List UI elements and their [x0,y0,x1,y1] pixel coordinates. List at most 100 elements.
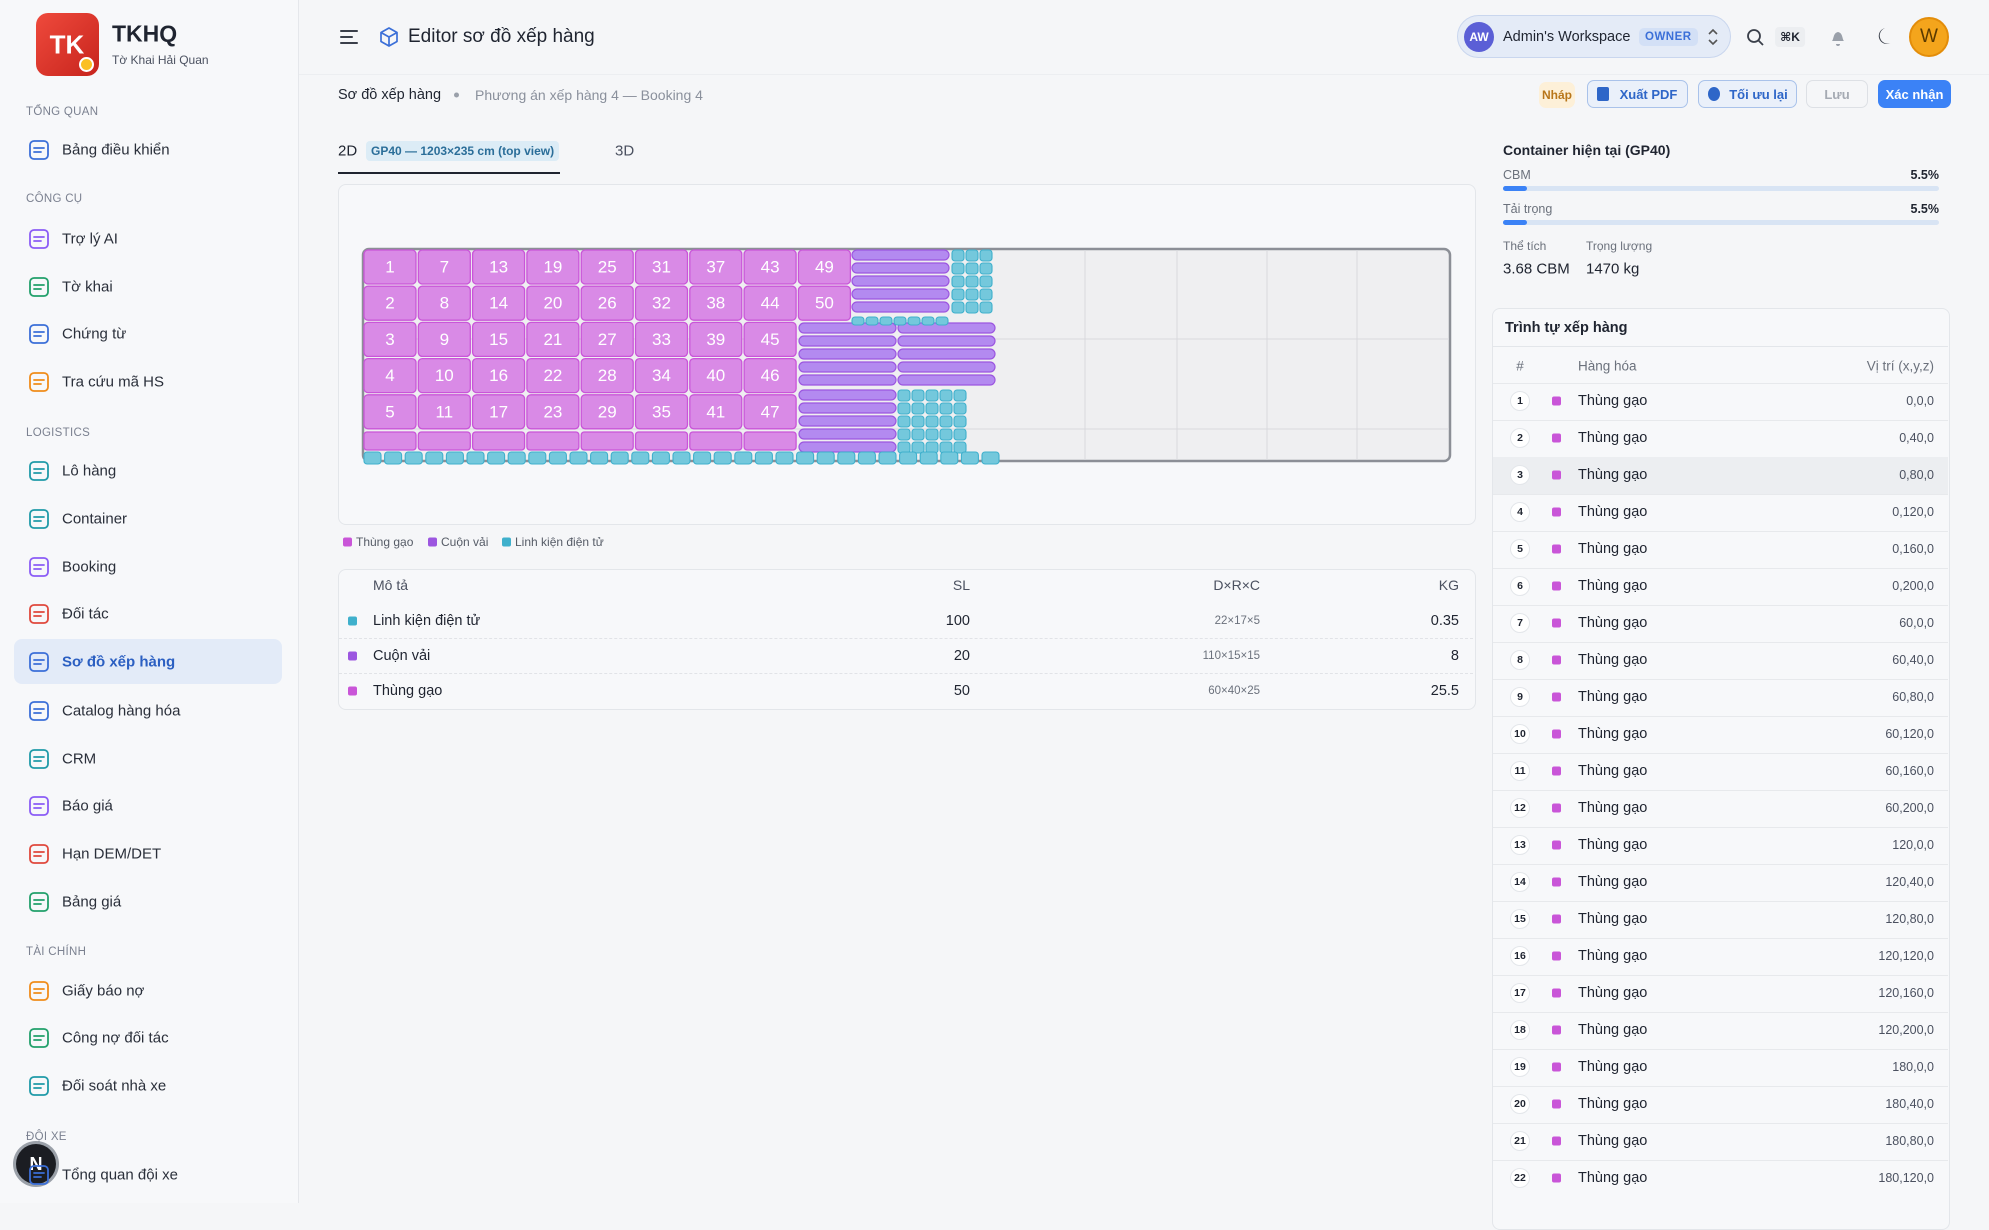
sequence-item[interactable]: Thùng gạo [1578,615,1648,631]
nav-item[interactable]: Bảng giá [62,893,122,911]
shortcut[interactable]: ⌘K [1775,27,1805,47]
sequence-item[interactable]: Thùng gạo [1578,1170,1648,1186]
sequence-item[interactable]: Thùng gạo [1578,726,1648,742]
sequence-item[interactable]: Thùng gạo [1578,1059,1648,1075]
nav-icon [29,229,49,249]
cargo-box [797,249,852,285]
sequence-index: 13 [1510,835,1530,855]
part [865,316,879,326]
sequence-item[interactable]: Thùng gạo [1578,800,1648,816]
section-title: TỔNG QUAN [26,106,99,118]
row-divider [1493,494,1948,495]
breadcrumb-current[interactable]: Sơ đồ xếp hàng [338,87,442,103]
total-value: 1470 kg [1586,260,1640,278]
sequence-swatch [1552,1173,1561,1183]
nav-item[interactable]: Lô hàng [62,462,117,480]
item-qty: 20 [953,648,970,664]
nav-item[interactable]: Trợ lý AI [62,230,118,248]
metric-fill [1503,186,1527,191]
sequence-swatch [1552,1136,1561,1146]
nav-item[interactable]: Tổng quan đội xe [62,1166,178,1184]
sequence-item[interactable]: Thùng gạo [1578,948,1648,964]
nav-item[interactable]: Đối tác [62,605,109,623]
sequence-item[interactable]: Thùng gạo [1578,837,1648,853]
total-label: Trọng lượng [1586,239,1653,253]
icon-shape [1708,87,1720,101]
sequence-item[interactable]: Thùng gạo [1578,1133,1648,1149]
sequence-item[interactable]: Thùng gạo [1578,578,1648,594]
nav-icon [29,557,49,577]
nav-item[interactable]: Báo giá [62,797,113,815]
part [965,249,979,262]
workspace-role: OWNER [1639,28,1698,46]
sequence-item[interactable]: Thùng gạo [1578,430,1648,446]
sequence-item[interactable]: Thùng gạo [1578,874,1648,890]
action-button[interactable]: Tối ưu lại [1698,80,1797,108]
nav-item[interactable]: Sơ đồ xếp hàng [62,653,176,671]
sequence-item[interactable]: Thùng gạo [1578,985,1648,1001]
icon-shape [33,147,45,153]
cargo-box [363,431,417,451]
cargo-box-label: 33 [652,330,671,349]
cargo-box [689,285,743,321]
nav-item[interactable]: Đối soát nhà xe [62,1077,167,1095]
sequence-item[interactable]: Thùng gạo [1578,541,1648,557]
sequence-item[interactable]: Thùng gạo [1578,1022,1648,1038]
sequence-position: 0,40,0 [1899,431,1934,445]
part [528,451,547,465]
action-button[interactable]: Lưu [1806,80,1868,108]
part [569,451,588,465]
icon-shape [29,277,49,297]
row-divider [1493,383,1948,384]
user-avatar[interactable]: W [1909,17,1949,57]
tab[interactable]: 2D [338,142,358,160]
sequence-item[interactable]: Thùng gạo [1578,911,1648,927]
part [893,316,907,326]
nav-item[interactable]: CRM [62,750,97,768]
nav-item[interactable]: Booking [62,558,117,576]
part [911,428,925,441]
part [897,389,911,402]
cargo-box [689,321,743,358]
sequence-item[interactable]: Thùng gạo [1578,504,1648,520]
sequence-item[interactable]: Thùng gạo [1578,467,1648,483]
nav-item[interactable]: Tờ khai [62,278,113,296]
sequence-item[interactable]: Thùng gạo [1578,763,1648,779]
roll [798,361,897,373]
metric-label: CBM [1503,168,1531,182]
cargo-box [471,394,526,430]
nav-item[interactable]: Bảng điều khiển [62,141,170,159]
nav-item[interactable]: Catalog hàng hóa [62,702,181,720]
roll [851,301,950,313]
sequence-swatch [1552,1062,1561,1072]
sequence-swatch [1552,655,1561,665]
container-title: Container hiện tại (GP40) [1503,142,1671,158]
icon-shape [29,796,49,816]
nav-item[interactable]: Công nợ đối tác [62,1029,169,1047]
sequence-index: 8 [1510,650,1530,670]
icon-shape [29,844,49,864]
cargo-box-label: 5 [385,402,394,421]
part [965,301,979,314]
nav-item[interactable]: Hạn DEM/DET [62,845,162,863]
logo[interactable]: TK [36,13,99,76]
item-name: Linh kiện điện tử [373,613,481,629]
sequence-item[interactable]: Thùng gạo [1578,652,1648,668]
nav-item[interactable]: Tra cứu mã HS [62,373,165,391]
nav-item[interactable]: Giấy báo nợ [62,982,145,1000]
tab[interactable]: 3D [615,142,635,160]
sequence-item[interactable]: Thùng gạo [1578,393,1648,409]
notifications [1832,32,1844,46]
sequence-swatch [1552,840,1561,850]
nav-item[interactable]: Chứng từ [62,325,127,343]
action-button[interactable]: Xác nhận [1878,80,1951,108]
roll [851,288,950,300]
cargo-box-label: 29 [598,402,617,421]
part [925,428,939,441]
sequence-item[interactable]: Thùng gạo [1578,1096,1648,1112]
nav-item[interactable]: Container [62,510,128,528]
sequence-item[interactable]: Thùng gạo [1578,689,1648,705]
part [953,428,967,441]
icon-shape [29,1028,49,1048]
part [897,415,911,428]
